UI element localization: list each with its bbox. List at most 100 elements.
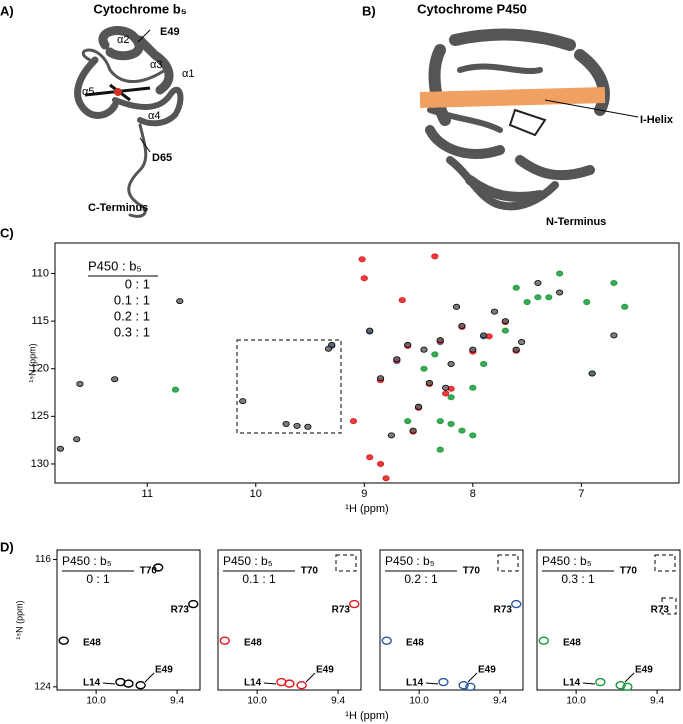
peak-label: R73: [651, 605, 670, 616]
peak: [621, 303, 629, 310]
legend-entry: 0.2 : 1: [114, 308, 150, 323]
peak: [304, 423, 312, 430]
peak: [409, 427, 417, 434]
peak: [501, 327, 509, 334]
peak-label: E49: [478, 665, 496, 676]
peak: [469, 346, 477, 353]
peak: [511, 599, 522, 609]
peak: [447, 420, 455, 427]
peak: [436, 337, 444, 344]
y-tick-label: 116: [35, 554, 51, 565]
peak: [501, 318, 509, 325]
peak: [382, 475, 390, 482]
peak: [393, 356, 401, 363]
peak: [425, 379, 433, 386]
legend-entry: 0.1 : 1: [242, 572, 276, 586]
peak: [538, 636, 549, 645]
structure-label: α4: [148, 110, 160, 122]
peak: [349, 418, 358, 425]
leader-line: [624, 672, 635, 683]
peak: [431, 253, 439, 260]
peak: [458, 322, 466, 329]
peak-label: E48: [83, 638, 101, 649]
peak: [556, 289, 564, 296]
leader-line: [102, 682, 116, 685]
peak-label: E48: [563, 638, 581, 649]
peak: [296, 681, 307, 690]
peak: [545, 294, 553, 301]
peak: [458, 681, 469, 690]
structure-label: α1: [182, 68, 194, 80]
peak-label: E48: [244, 638, 262, 649]
peak: [523, 299, 531, 306]
peak: [358, 256, 366, 263]
peak-label: E49: [155, 665, 173, 676]
peak: [518, 339, 526, 346]
x-tick-label: 10.0: [247, 696, 267, 707]
y-axis-label: ¹⁵N (ppm): [27, 343, 37, 382]
legend-entry: 0.2 : 1: [404, 572, 438, 586]
peak: [73, 436, 81, 443]
peak: [436, 418, 444, 425]
missing-peak-box: [335, 554, 357, 572]
peak: [458, 427, 466, 434]
peak: [398, 297, 406, 304]
panel-label: A): [0, 3, 14, 18]
peak: [376, 375, 385, 382]
peak: [219, 636, 230, 645]
peak: [176, 298, 184, 305]
peak-label: L14: [83, 678, 101, 689]
peak: [360, 275, 368, 282]
peak: [436, 446, 444, 453]
peak: [595, 677, 606, 687]
peak: [366, 454, 374, 461]
peak: [76, 380, 84, 387]
peak: [420, 365, 428, 372]
peak: [512, 346, 520, 353]
x-tick-label: 8: [470, 488, 476, 500]
peak: [135, 681, 146, 690]
panel-label: C): [0, 225, 14, 240]
peak: [282, 420, 290, 427]
peak-label: L14: [406, 678, 424, 689]
x-axis-label: ¹H (ppm): [345, 710, 388, 722]
peak: [293, 422, 301, 429]
structure-label: N-Terminus: [546, 216, 606, 228]
leader-line: [263, 682, 277, 685]
peak: [376, 460, 385, 467]
legend-title: P450 : b₅: [223, 554, 273, 568]
legend-title: P450 : b₅: [385, 554, 435, 568]
peak: [588, 370, 596, 377]
leader-line: [425, 682, 439, 685]
plot-frame: [56, 549, 201, 691]
leader-line: [305, 672, 316, 683]
panel-label: B): [362, 3, 376, 18]
peak: [284, 679, 295, 688]
plot-frame: [217, 549, 362, 691]
structure-label: E49: [160, 26, 180, 38]
peak: [556, 270, 564, 277]
zoom-box: [236, 339, 342, 434]
x-tick-label: 10.0: [409, 696, 429, 707]
legend-title: P450 : b₅: [542, 554, 592, 568]
peak-label: T70: [140, 566, 158, 577]
x-axis-label: ¹H (ppm): [345, 503, 388, 515]
structure-label: I-Helix: [640, 114, 674, 126]
peak-label: E48: [406, 638, 424, 649]
peak: [349, 599, 360, 609]
peak: [447, 394, 455, 401]
peak-label: E49: [316, 665, 334, 676]
peak: [239, 398, 247, 405]
legend-entry: 0.3 : 1: [114, 324, 150, 339]
b5-structure: [74, 26, 184, 218]
legend-title: P450 : b₅: [62, 554, 112, 568]
peak: [610, 279, 618, 286]
leader-line: [467, 672, 478, 683]
y-tick-label: 125: [31, 410, 49, 422]
legend-title: P450 : b₅: [88, 258, 142, 273]
panel-label: D): [0, 539, 14, 554]
peak: [420, 346, 428, 353]
peak: [381, 636, 392, 645]
x-tick-label: 9.4: [170, 696, 184, 707]
